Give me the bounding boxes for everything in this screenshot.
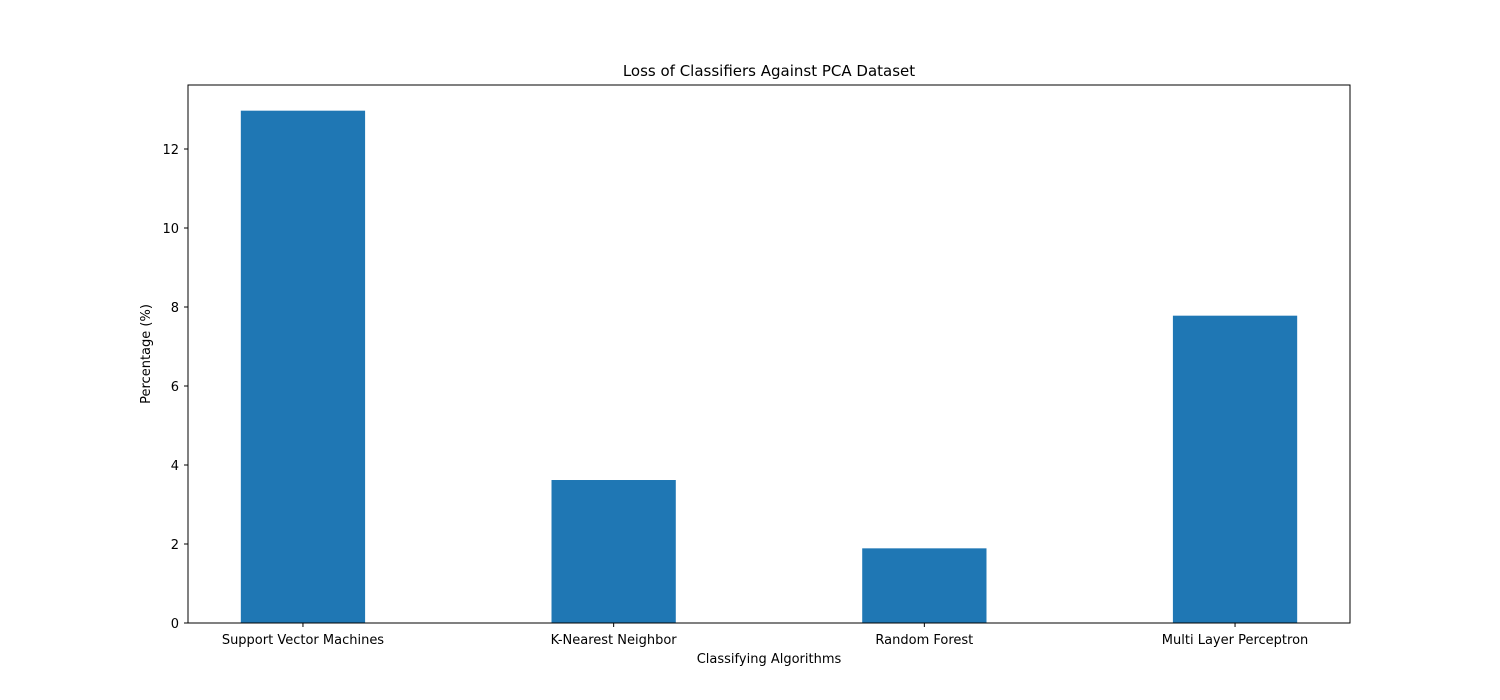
- x-tick-label-1: K-Nearest Neighbor: [551, 633, 678, 648]
- bar-3: [1172, 315, 1298, 623]
- y-axis-label: Percentage (%): [139, 304, 154, 404]
- bar-0: [240, 110, 366, 624]
- bar-1: [551, 480, 676, 623]
- y-tick-label-4: 8: [171, 301, 179, 316]
- y-axis-ticks: 0 2 4 6 8 10 12: [162, 143, 188, 632]
- plot-area-frame: [187, 84, 1351, 624]
- chart-title: Loss of Classifiers Against PCA Dataset: [623, 62, 915, 80]
- y-tick-label-6: 12: [162, 143, 179, 158]
- y-tick-label-0: 0: [171, 617, 179, 632]
- y-tick-label-1: 2: [171, 538, 179, 553]
- x-axis-ticks: Support Vector Machines K-Nearest Neighbo…: [222, 623, 1308, 648]
- y-tick-label-2: 4: [171, 459, 179, 474]
- y-tick-label-3: 6: [171, 380, 179, 395]
- x-tick-label-2: Random Forest: [875, 633, 973, 648]
- bars-group: [240, 110, 1298, 624]
- x-tick-label-0: Support Vector Machines: [222, 633, 384, 648]
- bar-2: [862, 548, 987, 623]
- y-tick-label-5: 10: [162, 222, 179, 237]
- x-tick-label-3: Multi Layer Perceptron: [1162, 633, 1308, 648]
- x-axis-label: Classifying Algorithms: [697, 652, 842, 667]
